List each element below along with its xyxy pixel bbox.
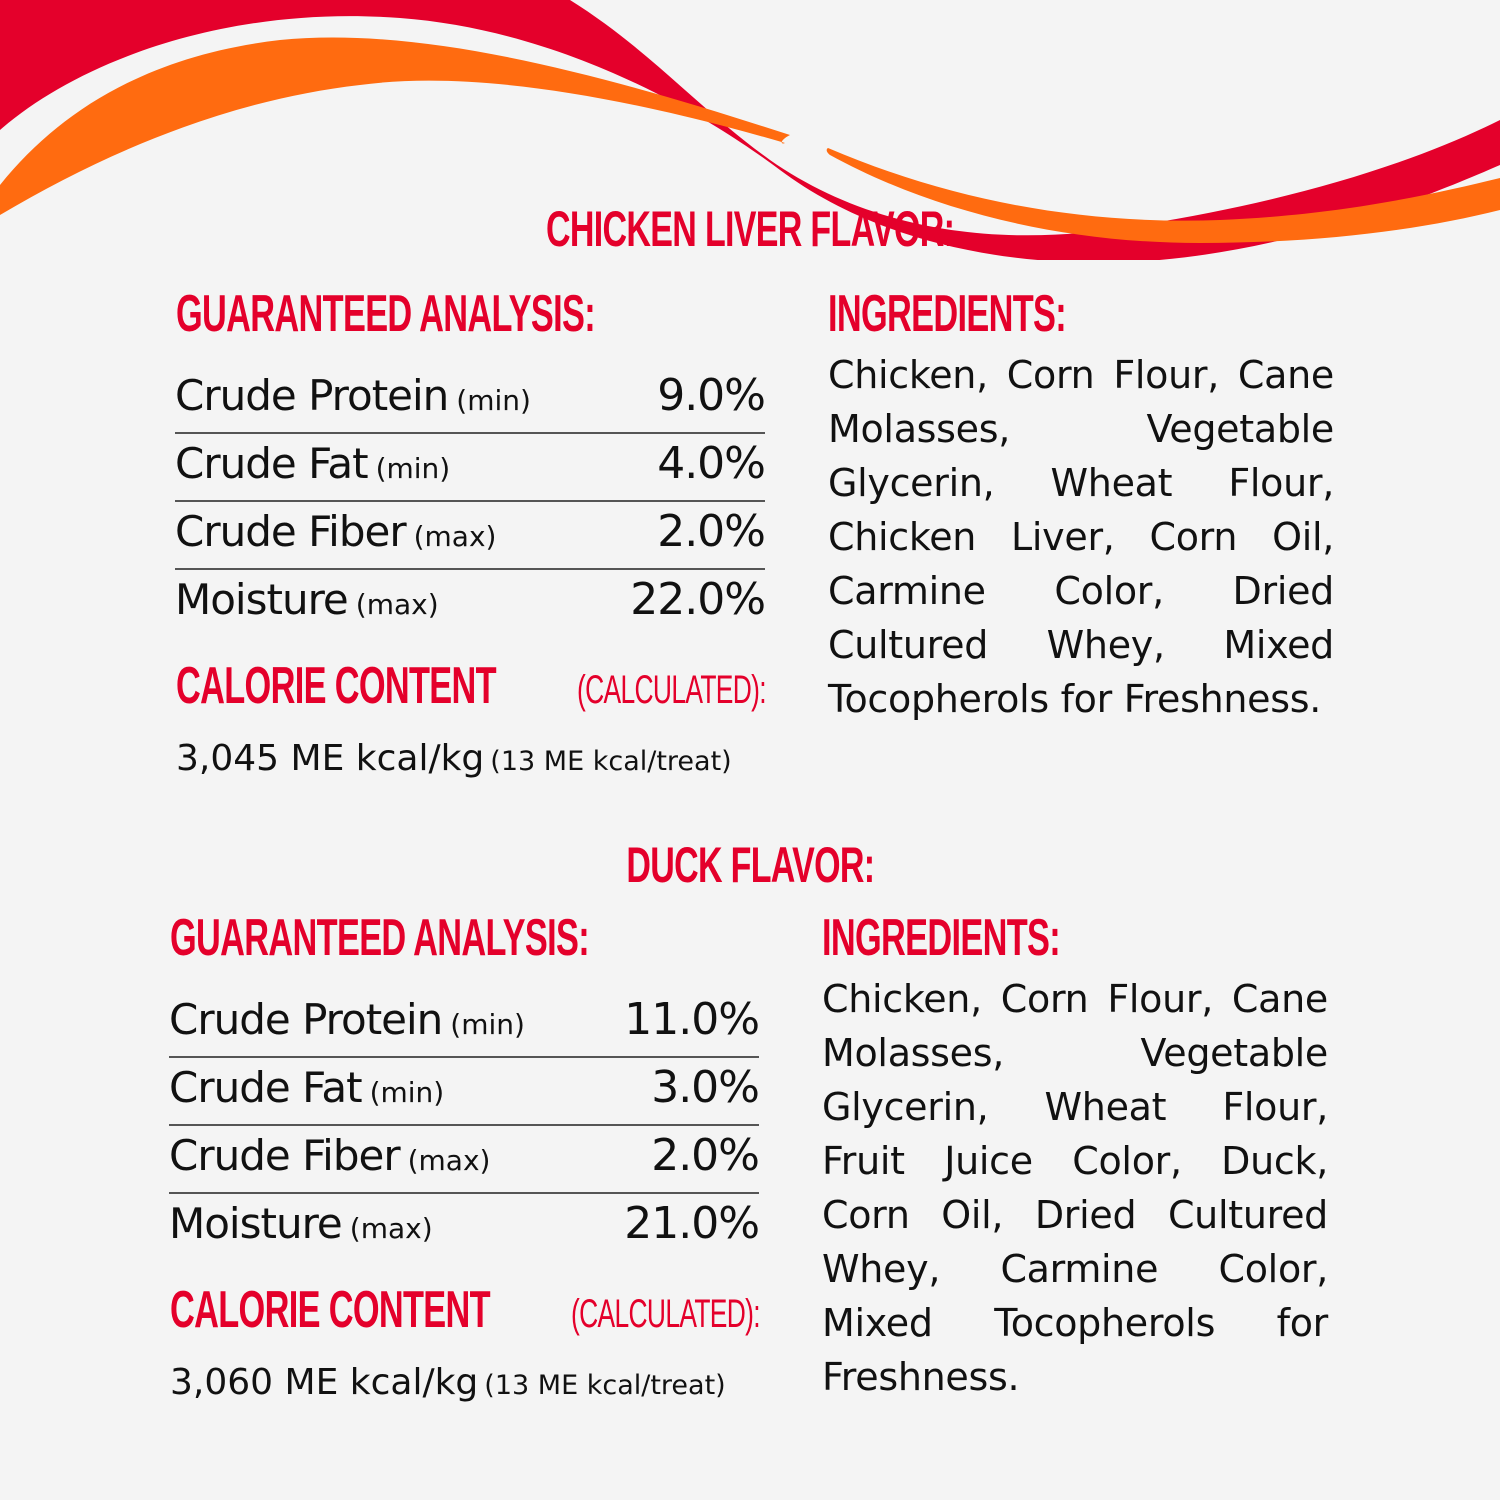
nutrient-value: 2.0%: [651, 1130, 760, 1181]
ingredients-heading: INGREDIENTS:: [828, 284, 1189, 344]
calorie-heading-sub: (CALCULATED):: [576, 668, 767, 712]
nutrient-name: Crude Fiber: [169, 1131, 401, 1180]
nutrient-value: 3.0%: [651, 1062, 760, 1113]
ingredients-heading: INGREDIENTS:: [822, 908, 1183, 968]
guaranteed-analysis-table: Crude Protein (min) 9.0% Crude Fat (min) 4…: [175, 366, 766, 638]
red-wave-band: [0, 0, 1500, 260]
heading-text: INGREDIENTS:: [828, 285, 1067, 343]
calorie-content-value: 3,060 ME kcal/kg (13 ME kcal/treat): [170, 1362, 726, 1403]
nutrient-qualifier: (min): [450, 1008, 525, 1041]
nutrient-value: 11.0%: [624, 994, 760, 1045]
calorie-content-value: 3,045 ME kcal/kg (13 ME kcal/treat): [176, 738, 732, 779]
nutrient-name: Crude Protein: [175, 371, 449, 420]
nutrient-value: 21.0%: [624, 1198, 760, 1249]
nutrient-name: Crude Fiber: [175, 507, 407, 556]
nutrient-qualifier: (max): [413, 520, 497, 553]
nutrient-qualifier: (max): [349, 1212, 433, 1245]
kcal-per-treat: (13 ME kcal/treat): [490, 746, 732, 777]
nutrient-name: Moisture: [169, 1199, 343, 1248]
nutrient-qualifier: (max): [355, 588, 439, 621]
heading-text: INGREDIENTS:: [822, 909, 1061, 967]
table-row: Crude Fat (min) 4.0%: [175, 434, 766, 502]
flavor-title-text: CHICKEN LIVER FLAVOR:: [545, 201, 955, 257]
orange-wave-band-left: [0, 37, 790, 215]
nutrient-value: 9.0%: [657, 370, 766, 421]
nutrient-value: 2.0%: [657, 506, 766, 557]
nutrient-qualifier: (min): [375, 452, 451, 485]
guaranteed-analysis-heading: GUARANTEED ANALYSIS:: [170, 908, 805, 968]
nutrient-name: Crude Fat: [169, 1063, 363, 1112]
flavor-title-duck: DUCK FLAVOR:: [0, 836, 1500, 894]
orange-wave-band-right: [826, 148, 1500, 243]
calorie-heading-main: CALORIE CONTENT: [176, 657, 497, 715]
table-row: Crude Protein (min) 11.0%: [169, 990, 760, 1058]
nutrient-qualifier: (max): [407, 1144, 491, 1177]
nutrient-name: Crude Fat: [175, 439, 369, 488]
heading-text: GUARANTEED ANALYSIS:: [170, 909, 590, 967]
nutrient-qualifier: (min): [369, 1076, 445, 1109]
table-row: Moisture (max) 22.0%: [175, 570, 766, 638]
kcal-per-kg: 3,060 ME kcal/kg: [170, 1362, 479, 1403]
table-row: Crude Fiber (max) 2.0%: [169, 1126, 760, 1194]
guaranteed-analysis-table: Crude Protein (min) 11.0% Crude Fat (min) …: [169, 990, 760, 1262]
top-swoosh-decoration: [0, 0, 1500, 260]
flavor-title-text: DUCK FLAVOR:: [625, 837, 875, 893]
nutrient-name: Moisture: [175, 575, 349, 624]
heading-text: GUARANTEED ANALYSIS:: [176, 285, 596, 343]
calorie-content-heading: CALORIE CONTENT (CALCULATED):: [170, 1280, 857, 1340]
ingredients-list: Chicken, Corn Flour, Cane Molasses, Vege…: [822, 977, 1328, 1399]
table-row: Crude Protein (min) 9.0%: [175, 366, 766, 434]
nutrient-value: 22.0%: [630, 574, 766, 625]
table-row: Crude Fat (min) 3.0%: [169, 1058, 760, 1126]
guaranteed-analysis-heading: GUARANTEED ANALYSIS:: [176, 284, 811, 344]
calorie-heading-main: CALORIE CONTENT: [170, 1281, 491, 1339]
nutrient-name: Crude Protein: [169, 995, 443, 1044]
kcal-per-kg: 3,045 ME kcal/kg: [176, 738, 485, 779]
nutrient-value: 4.0%: [657, 438, 766, 489]
flavor-title-chicken-liver: CHICKEN LIVER FLAVOR:: [0, 200, 1500, 258]
calorie-content-heading: CALORIE CONTENT (CALCULATED):: [176, 656, 863, 716]
calorie-heading-sub: (CALCULATED):: [570, 1292, 761, 1336]
table-row: Crude Fiber (max) 2.0%: [175, 502, 766, 570]
kcal-per-treat: (13 ME kcal/treat): [484, 1370, 726, 1401]
ingredients-list: Chicken, Corn Flour, Cane Molasses, Vege…: [828, 353, 1334, 721]
nutrient-qualifier: (min): [456, 384, 531, 417]
table-row: Moisture (max) 21.0%: [169, 1194, 760, 1262]
